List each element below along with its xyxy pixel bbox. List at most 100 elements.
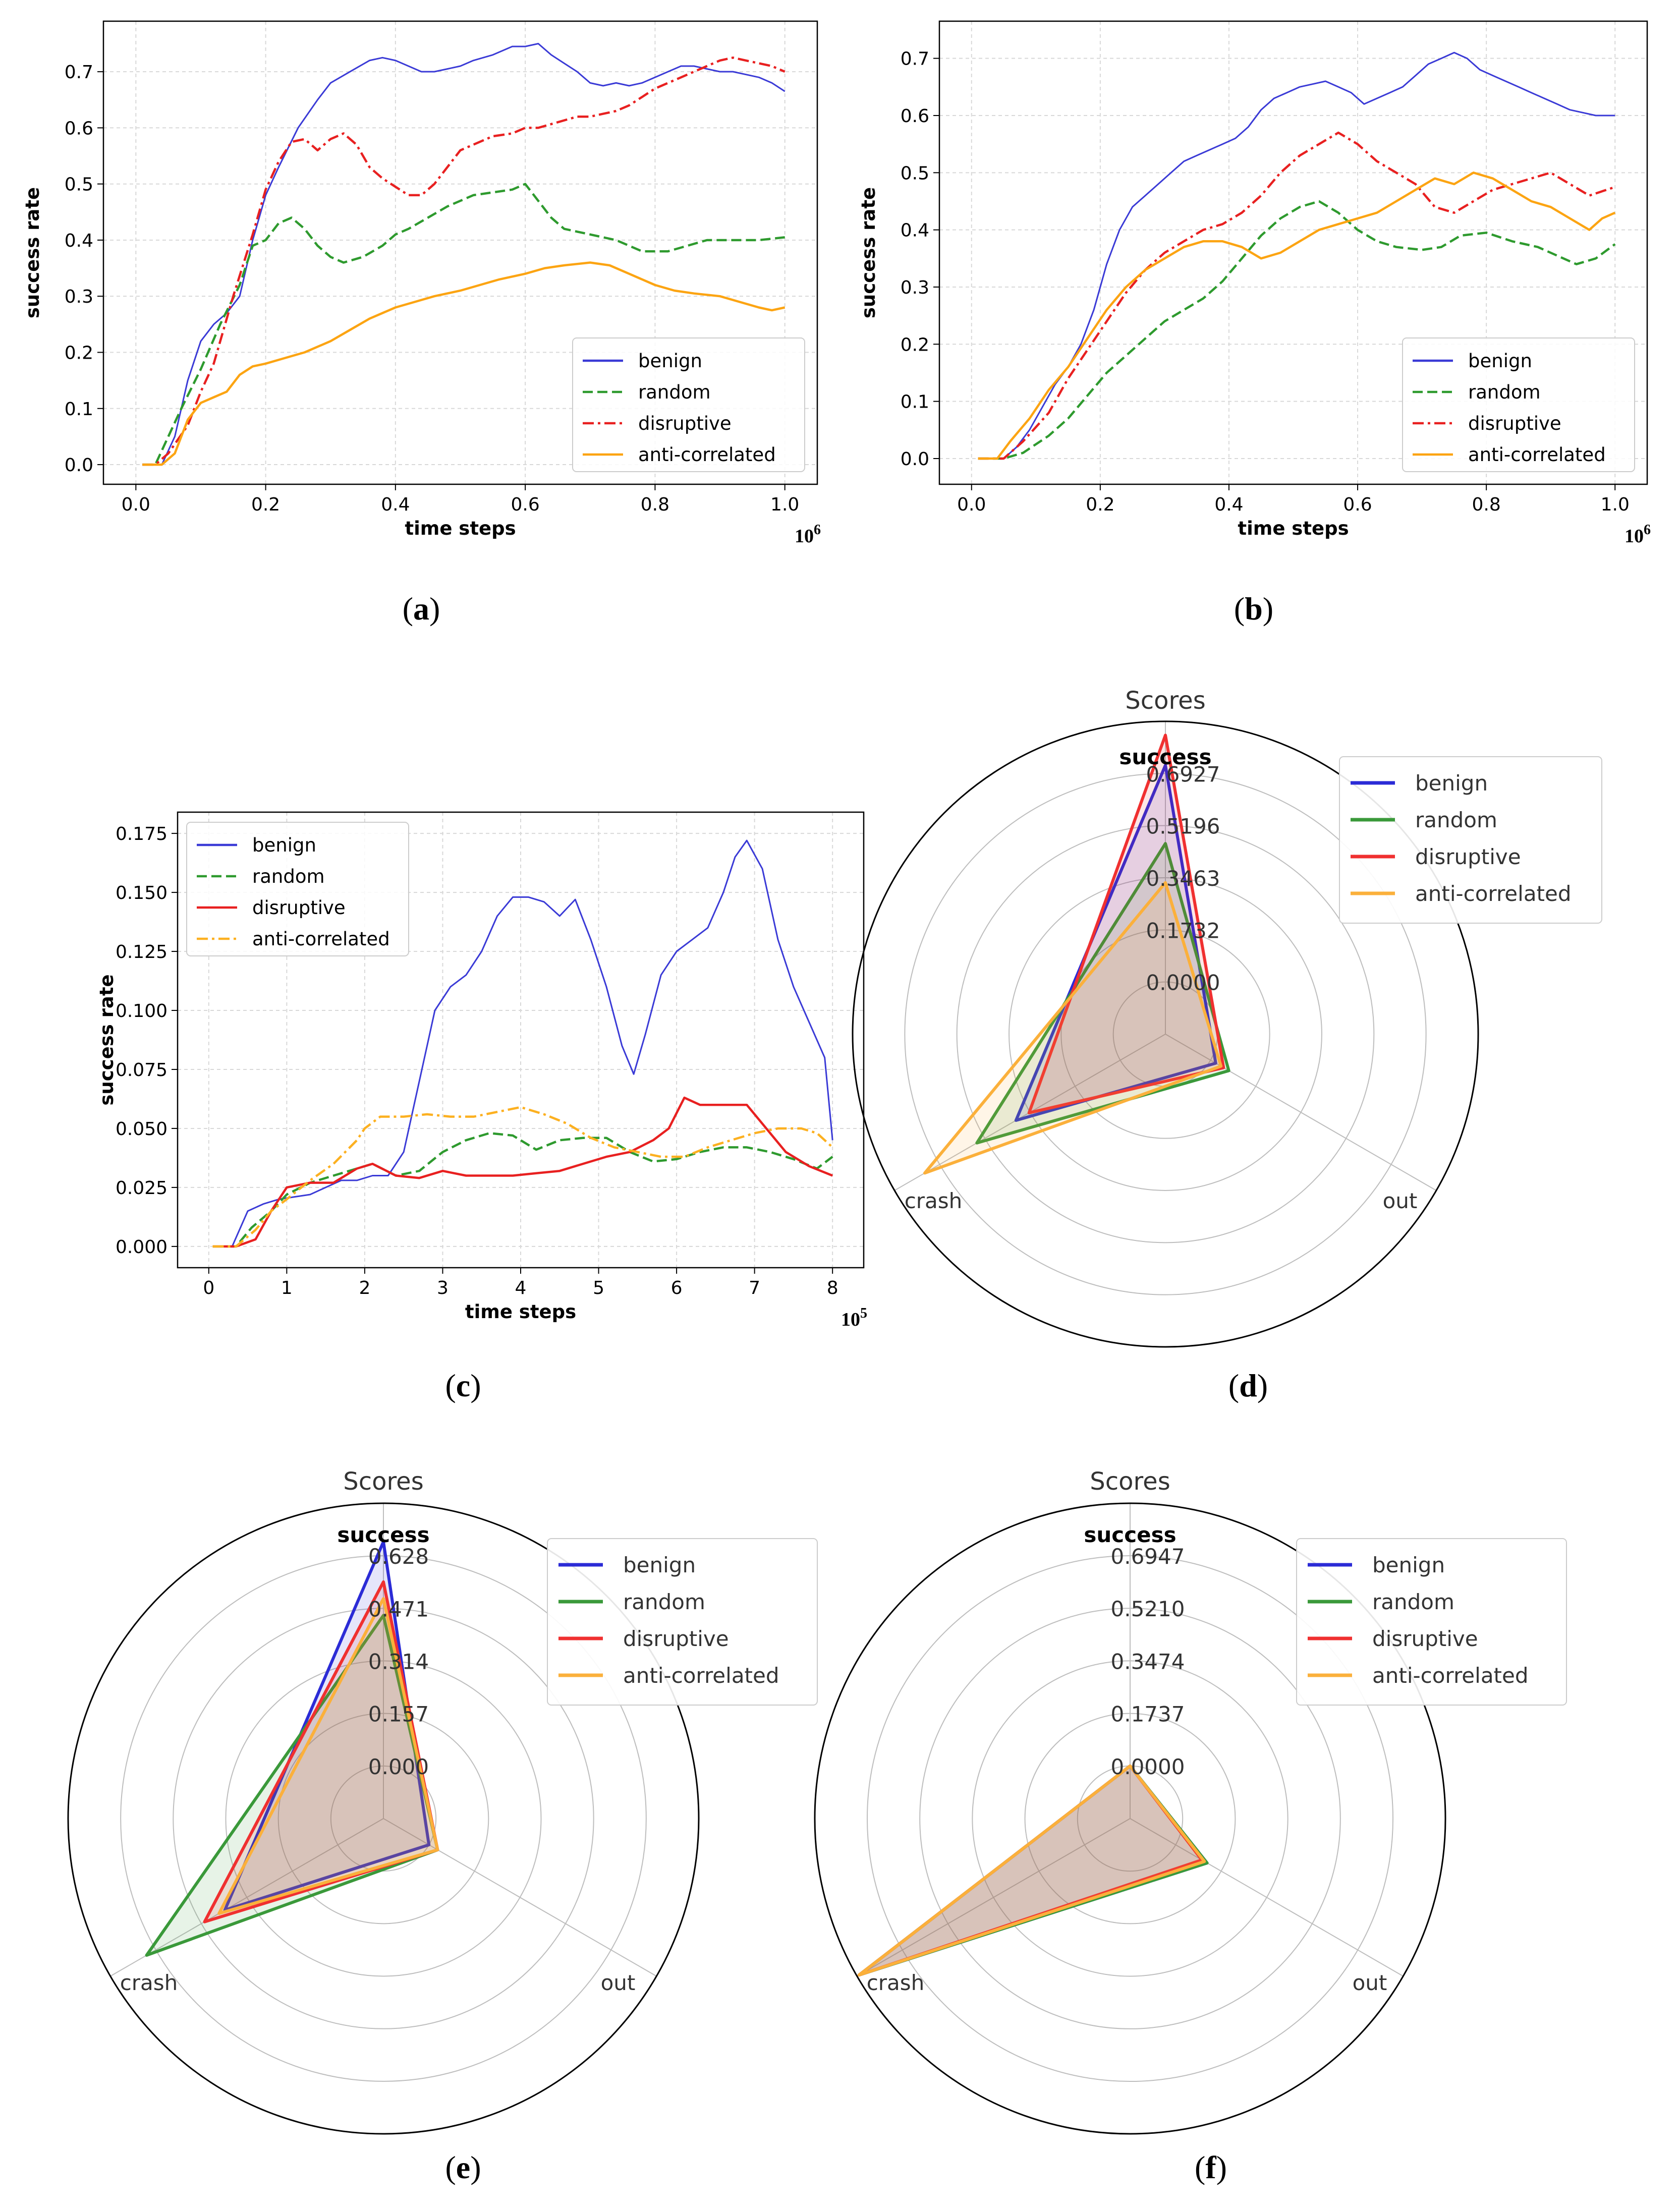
x-tick-label: 0.4 [1214, 494, 1243, 515]
legend-label-benign: benign [623, 1553, 696, 1577]
legend-label-benign: benign [1468, 350, 1532, 372]
legend-label-anti-correlated: anti-correlated [638, 444, 776, 466]
radar-axis-label-out: out [1353, 1970, 1387, 1995]
caption-f: (f) [1195, 2149, 1227, 2185]
x-tick-label: 0.6 [511, 494, 540, 515]
radar-r-tick-label: 0.3474 [1111, 1649, 1185, 1674]
series-line-random [142, 183, 785, 466]
x-tick-label: 0.0 [122, 494, 150, 515]
series-line-benign [978, 51, 1615, 460]
caption-c: (c) [445, 1368, 481, 1403]
legend-box [547, 1538, 818, 1706]
plot-frame [938, 20, 1648, 485]
radar-title: Scores [1090, 1467, 1170, 1496]
y-tick-label: 0.7 [901, 49, 929, 70]
legend-label-random: random [1415, 808, 1497, 832]
x-scale-exponent: 6 [814, 522, 821, 538]
x-scale-label: 106 [1625, 522, 1651, 547]
radar-r-tick-label: 0.1737 [1111, 1702, 1185, 1727]
line-chart-0: 0.0 0.2 0.4 0.6 0.8 1.0 0.0 0.1 0.2 0.3 0.4 0.5 0.6 0… [22, 20, 821, 547]
radar-axis-label-crash: crash [905, 1188, 963, 1213]
series-line-random [212, 1132, 833, 1248]
radar-r-tick-label: 0.314 [368, 1650, 429, 1674]
caption-e: (e) [445, 2149, 481, 2185]
x-tick-label: 0.0 [957, 494, 986, 515]
legend-label-disruptive: disruptive [623, 1626, 729, 1651]
radar-spoke [1165, 1034, 1437, 1191]
legend-label-benign: benign [252, 834, 316, 856]
y-tick-label: 0.2 [65, 343, 93, 364]
series-line-disruptive [142, 56, 786, 466]
radar-spoke [1130, 1818, 1404, 1977]
legend-label-benign: benign [1415, 771, 1488, 796]
radar-axis-label-crash: crash [120, 1970, 178, 1995]
y-axis-label: success rate [96, 974, 118, 1105]
plot-frame [177, 811, 865, 1269]
line-chart-1: 0.0 0.2 0.4 0.6 0.8 1.0 0.0 0.1 0.2 0.3 0.4 0.5 0.6 0… [858, 20, 1651, 547]
legend-label-random: random [1372, 1590, 1454, 1614]
radar-polygon-disruptive [1027, 733, 1225, 1115]
x-tick-label: 6 [671, 1278, 683, 1298]
x-tick-label: 0.2 [251, 494, 280, 515]
series-line-benign [212, 839, 833, 1248]
radar-axis-label-success: success [1084, 1522, 1176, 1547]
radar-title: Scores [343, 1467, 423, 1496]
legend-label-random: random [252, 866, 325, 887]
legend-label-disruptive: disruptive [638, 413, 732, 434]
legend-label-benign: benign [638, 350, 702, 372]
legend-label-anti-correlated: anti-correlated [252, 928, 390, 950]
y-tick-label: 0.0 [65, 455, 93, 476]
series-line-random [978, 200, 1616, 460]
x-tick-label: 0.8 [641, 494, 669, 515]
y-tick-label: 0.100 [116, 1001, 167, 1022]
x-axis-label: time steps [405, 518, 516, 539]
x-tick-label: 0.6 [1343, 494, 1372, 515]
legend-label-anti-correlated: anti-correlated [1372, 1663, 1529, 1688]
radar-axis-label-success: success [1119, 745, 1211, 769]
x-tick-label: 4 [515, 1278, 527, 1298]
legend-box [1339, 756, 1602, 924]
legend-box [1296, 1538, 1567, 1706]
radar-r-tick-label: 0.000 [368, 1754, 429, 1779]
x-scale-label: 106 [795, 522, 821, 547]
radar-outer-frame [814, 1502, 1446, 2135]
x-tick-label: 0.4 [381, 494, 410, 515]
y-tick-label: 0.4 [65, 231, 93, 251]
legend-label-disruptive: disruptive [1468, 413, 1561, 434]
y-tick-label: 0.3 [65, 287, 93, 307]
x-tick-label: 0.2 [1086, 494, 1114, 515]
x-tick-label: 0.8 [1472, 494, 1501, 515]
radar-r-tick-label: 0.3463 [1146, 866, 1220, 891]
radar-r-tick-label: 0.0000 [1146, 971, 1220, 995]
radar-spoke [110, 1818, 384, 1977]
radar-polygon-anti-correlated [217, 1597, 439, 1915]
caption-d: (d) [1228, 1368, 1268, 1403]
plot-frame [102, 20, 818, 485]
y-tick-label: 0.1 [65, 399, 93, 420]
legend-box [572, 337, 805, 472]
radar-polygon-disruptive [203, 1580, 439, 1923]
legend-label-random: random [638, 381, 711, 403]
radar-r-tick-label: 0.6947 [1111, 1544, 1185, 1569]
radar-r-tick-label: 0.1732 [1146, 918, 1220, 943]
y-tick-label: 0.150 [116, 883, 167, 903]
y-tick-label: 0.3 [901, 277, 929, 298]
radar-spoke [857, 1818, 1131, 1977]
y-axis-label: success rate [858, 187, 879, 318]
series-line-disruptive [212, 1096, 833, 1248]
legend-label-disruptive: disruptive [1372, 1626, 1478, 1651]
y-tick-label: 0.050 [116, 1119, 167, 1140]
caption-a: (a) [403, 591, 440, 627]
legend-label-anti-correlated: anti-correlated [1415, 881, 1572, 906]
radar-r-tick-label: 0.471 [368, 1597, 429, 1621]
y-tick-label: 0.175 [116, 824, 167, 844]
radar-r-tick-label: 0.6927 [1146, 762, 1220, 786]
y-tick-label: 0.4 [901, 220, 929, 241]
caption-b: (b) [1234, 591, 1273, 627]
x-tick-label: 8 [827, 1278, 838, 1298]
y-tick-label: 0.025 [116, 1178, 167, 1199]
x-tick-label: 1 [281, 1278, 293, 1298]
y-tick-label: 0.6 [901, 106, 929, 127]
